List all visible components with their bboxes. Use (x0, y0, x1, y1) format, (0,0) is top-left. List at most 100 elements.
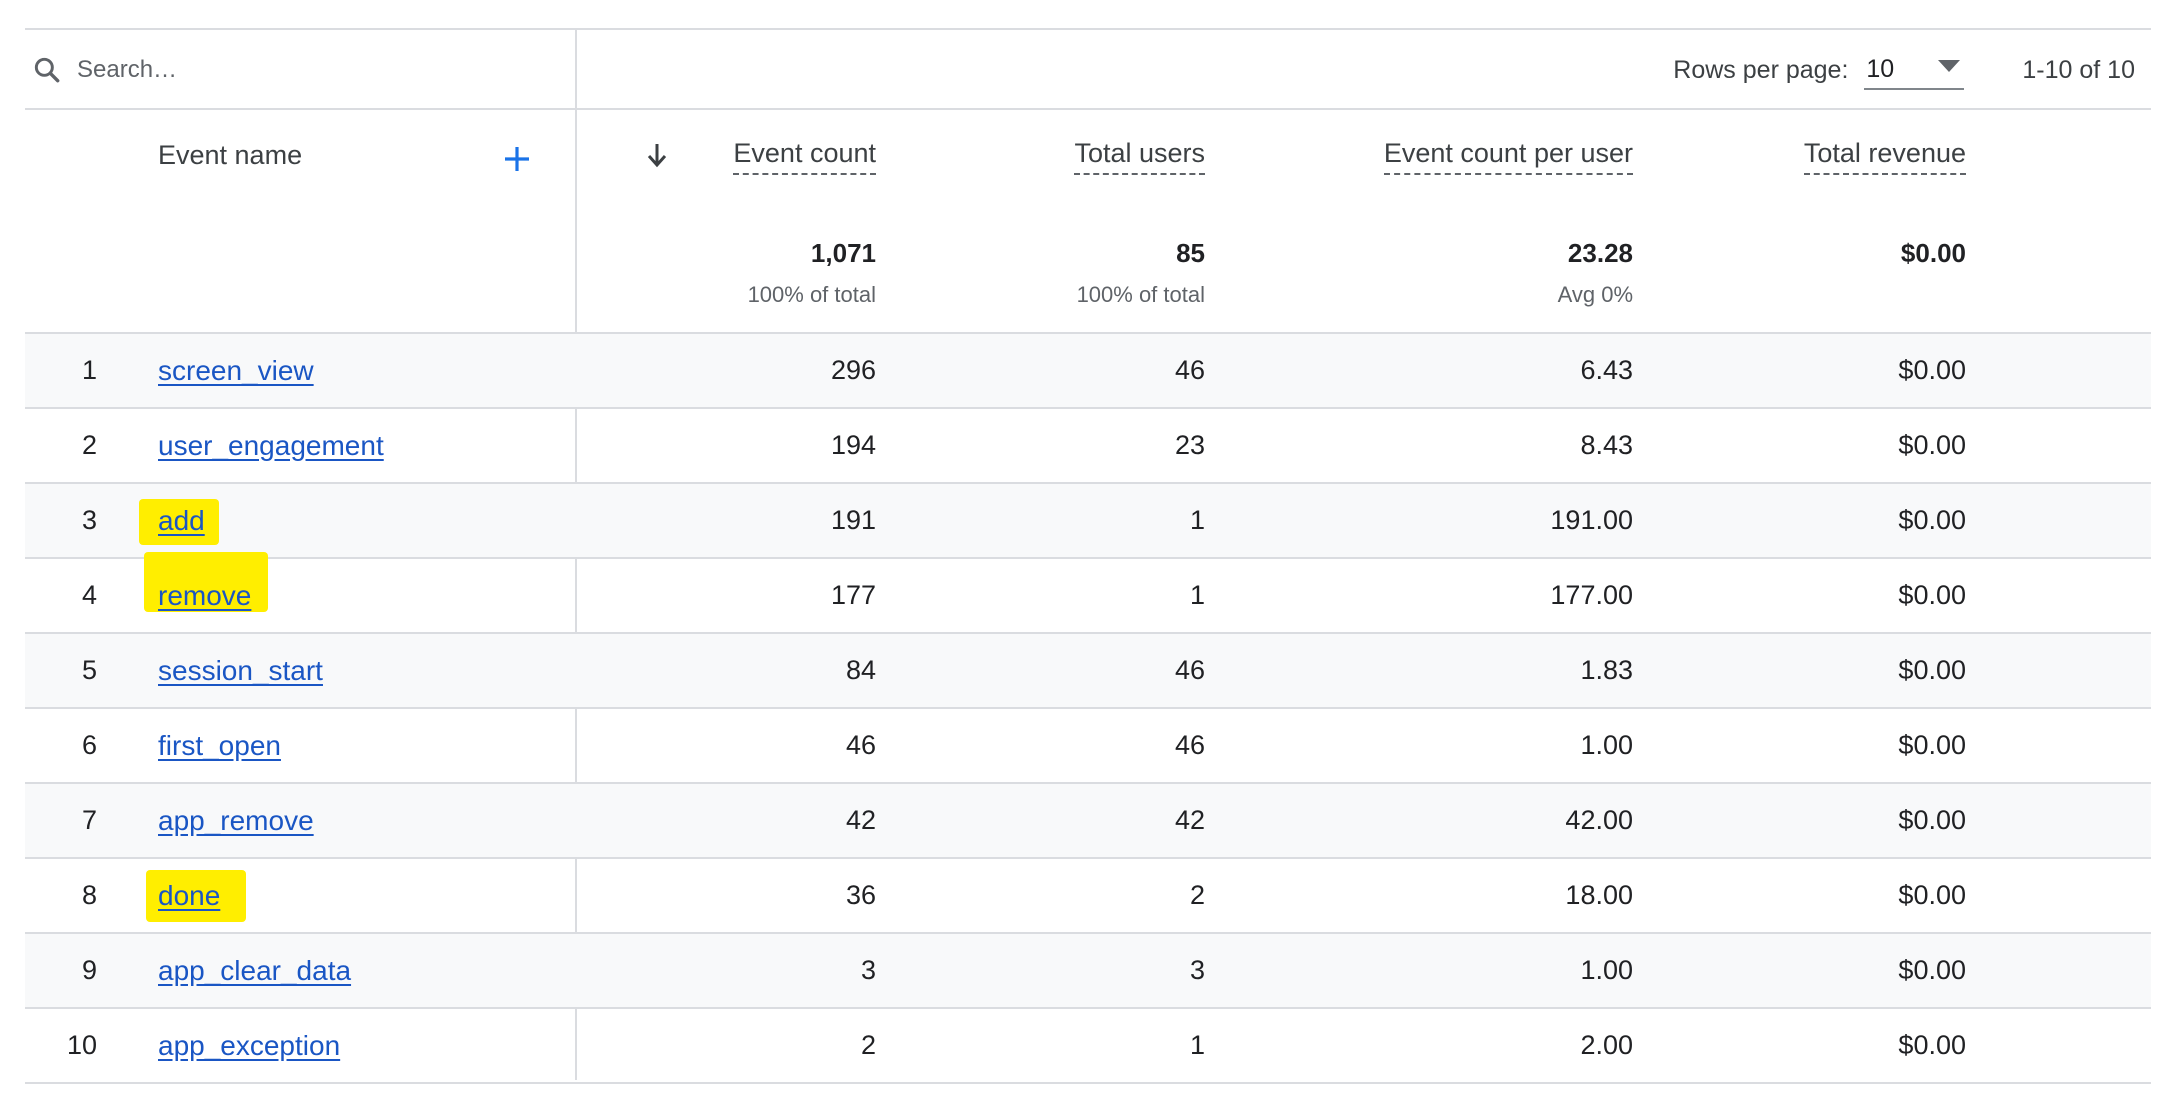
total-revenue-cell: $0.00 (1898, 505, 1966, 535)
row-index: 7 (81, 805, 97, 835)
event-name-label: Event name (158, 140, 303, 170)
row-index: 3 (81, 505, 97, 535)
event-name-link[interactable]: remove (158, 579, 252, 611)
total-revenue-cell: $0.00 (1898, 355, 1966, 385)
event-name-link[interactable]: user_engagement (158, 429, 384, 461)
pagination-range: 1-10 of 10 (2022, 55, 2135, 84)
event-name-header: Event name (25, 110, 575, 334)
table-row: 2 user_engagement 194 23 8.43 $0.00 (25, 409, 2151, 484)
table-toolbar: Rows per page: 10 1-10 of 10 (25, 30, 2151, 110)
event-count-per-user-cell: 18.00 (1565, 880, 1633, 910)
row-index: 5 (81, 655, 97, 685)
table-row: 4 remove 177 1 177.00 $0.00 (25, 551, 2151, 634)
total-revenue-cell: $0.00 (1898, 955, 1966, 985)
event-count-cell: 194 (830, 430, 876, 460)
table-row: 1 screen_view 296 46 6.43 $0.00 (25, 334, 2151, 409)
event-count-cell: 177 (830, 580, 876, 610)
event-count-per-user-cell: 8.43 (1580, 430, 1633, 460)
header-event-count-per-user: Event count per user 23.28 Avg 0% (1273, 110, 1633, 334)
event-name-link[interactable]: screen_view (158, 354, 314, 386)
total-users-cell: 2 (1189, 880, 1205, 910)
row-index: 1 (81, 355, 97, 385)
event-name-link[interactable]: add (158, 504, 205, 536)
row-index: 10 (66, 1030, 97, 1060)
event-count-per-user-label[interactable]: Event count per user (1383, 138, 1633, 175)
rows-per-page-value: 10 (1866, 54, 1895, 83)
event-count-cell: 46 (845, 730, 876, 760)
add-icon[interactable] (502, 144, 532, 174)
event-count-per-user-cell: 1.83 (1580, 655, 1633, 685)
event-name-link[interactable]: first_open (158, 729, 281, 761)
event-name-cell: app_clear_data (158, 955, 351, 987)
event-name-link[interactable]: app_exception (158, 1029, 341, 1061)
total-revenue-cell: $0.00 (1898, 880, 1966, 910)
total-users-cell: 1 (1189, 505, 1205, 535)
event-count-cell: 42 (845, 805, 876, 835)
row-index: 6 (81, 730, 97, 760)
table-row: 7 app_remove 42 42 42.00 $0.00 (25, 784, 2151, 859)
search-icon (34, 57, 60, 83)
table-row: 10 app_exception 2 1 2.00 $0.00 (25, 1009, 2151, 1084)
total-users-total-share: 100% of total (1076, 282, 1205, 307)
event-count-per-user-cell: 191.00 (1550, 505, 1633, 535)
event-count-cell: 296 (830, 355, 876, 385)
event-name-cell: user_engagement (158, 430, 384, 462)
event-count-label[interactable]: Event count (733, 138, 876, 175)
total-users-cell: 1 (1189, 580, 1205, 610)
event-count-per-user-cell: 177.00 (1550, 580, 1633, 610)
total-revenue-label[interactable]: Total revenue (1803, 138, 1966, 175)
row-index: 8 (81, 880, 97, 910)
event-name-link[interactable]: app_remove (158, 804, 314, 836)
event-count-cell: 3 (860, 955, 876, 985)
total-users-cell: 1 (1189, 1030, 1205, 1060)
row-index: 2 (81, 430, 97, 460)
event-count-cell: 36 (845, 880, 876, 910)
event-name-cell: session_start (158, 655, 323, 687)
total-users-total: 85 (1176, 238, 1205, 268)
event-count-cell: 84 (845, 655, 876, 685)
event-name-link[interactable]: done (158, 879, 221, 911)
rows-per-page-select[interactable]: 10 (1864, 50, 1965, 90)
row-index: 9 (81, 955, 97, 985)
event-name-cell: first_open (158, 730, 281, 762)
event-count-per-user-total: 23.28 (1567, 238, 1633, 268)
table-header: Event name Event count 1,071 100% of tot… (25, 110, 2151, 334)
highlight-marker (144, 551, 268, 612)
event-count-per-user-cell: 42.00 (1565, 805, 1633, 835)
event-name-cell: app_exception (158, 1030, 340, 1062)
table-row: 6 first_open 46 46 1.00 $0.00 (25, 709, 2151, 784)
event-count-per-user-cell: 1.00 (1580, 730, 1633, 760)
event-count-cell: 191 (830, 505, 876, 535)
total-users-label[interactable]: Total users (1074, 138, 1205, 175)
table-row: 8 done 36 2 18.00 $0.00 (25, 859, 2151, 934)
event-name-cell: done (146, 869, 246, 922)
event-name-link[interactable]: session_start (158, 654, 323, 686)
total-users-cell: 3 (1189, 955, 1205, 985)
event-count-per-user-cell: 1.00 (1580, 955, 1633, 985)
table-row: 5 session_start 84 46 1.83 $0.00 (25, 634, 2151, 709)
total-revenue-cell: $0.00 (1898, 430, 1966, 460)
highlight-marker (139, 498, 219, 545)
table-body: 1 screen_view 296 46 6.43 $0.00 2 user_e… (25, 334, 2151, 1084)
total-users-cell: 42 (1174, 805, 1205, 835)
header-event-count: Event count 1,071 100% of total (576, 110, 876, 334)
event-count-total: 1,071 (810, 238, 876, 268)
arrow-down-icon[interactable] (646, 142, 668, 168)
event-count-per-user-cell: 2.00 (1580, 1030, 1633, 1060)
search-area (25, 30, 575, 110)
event-name-cell: remove (144, 551, 268, 612)
total-revenue-cell: $0.00 (1898, 805, 1966, 835)
row-index: 4 (81, 580, 97, 610)
highlight-marker (146, 869, 246, 922)
table-row: 3 add 191 1 191.00 $0.00 (25, 484, 2151, 559)
events-table: Rows per page: 10 1-10 of 10 Event name (25, 28, 2151, 1084)
event-count-total-share: 100% of total (747, 282, 876, 307)
event-count-per-user-avg: Avg 0% (1557, 282, 1633, 307)
header-total-users: Total users 85 100% of total (905, 110, 1205, 334)
event-name-link[interactable]: app_clear_data (158, 954, 352, 986)
search-input[interactable] (77, 56, 497, 84)
total-revenue-cell: $0.00 (1898, 580, 1966, 610)
total-revenue-total: $0.00 (1900, 238, 1966, 268)
event-count-cell: 2 (860, 1030, 876, 1060)
header-total-revenue: Total revenue $0.00 (1666, 110, 1966, 334)
